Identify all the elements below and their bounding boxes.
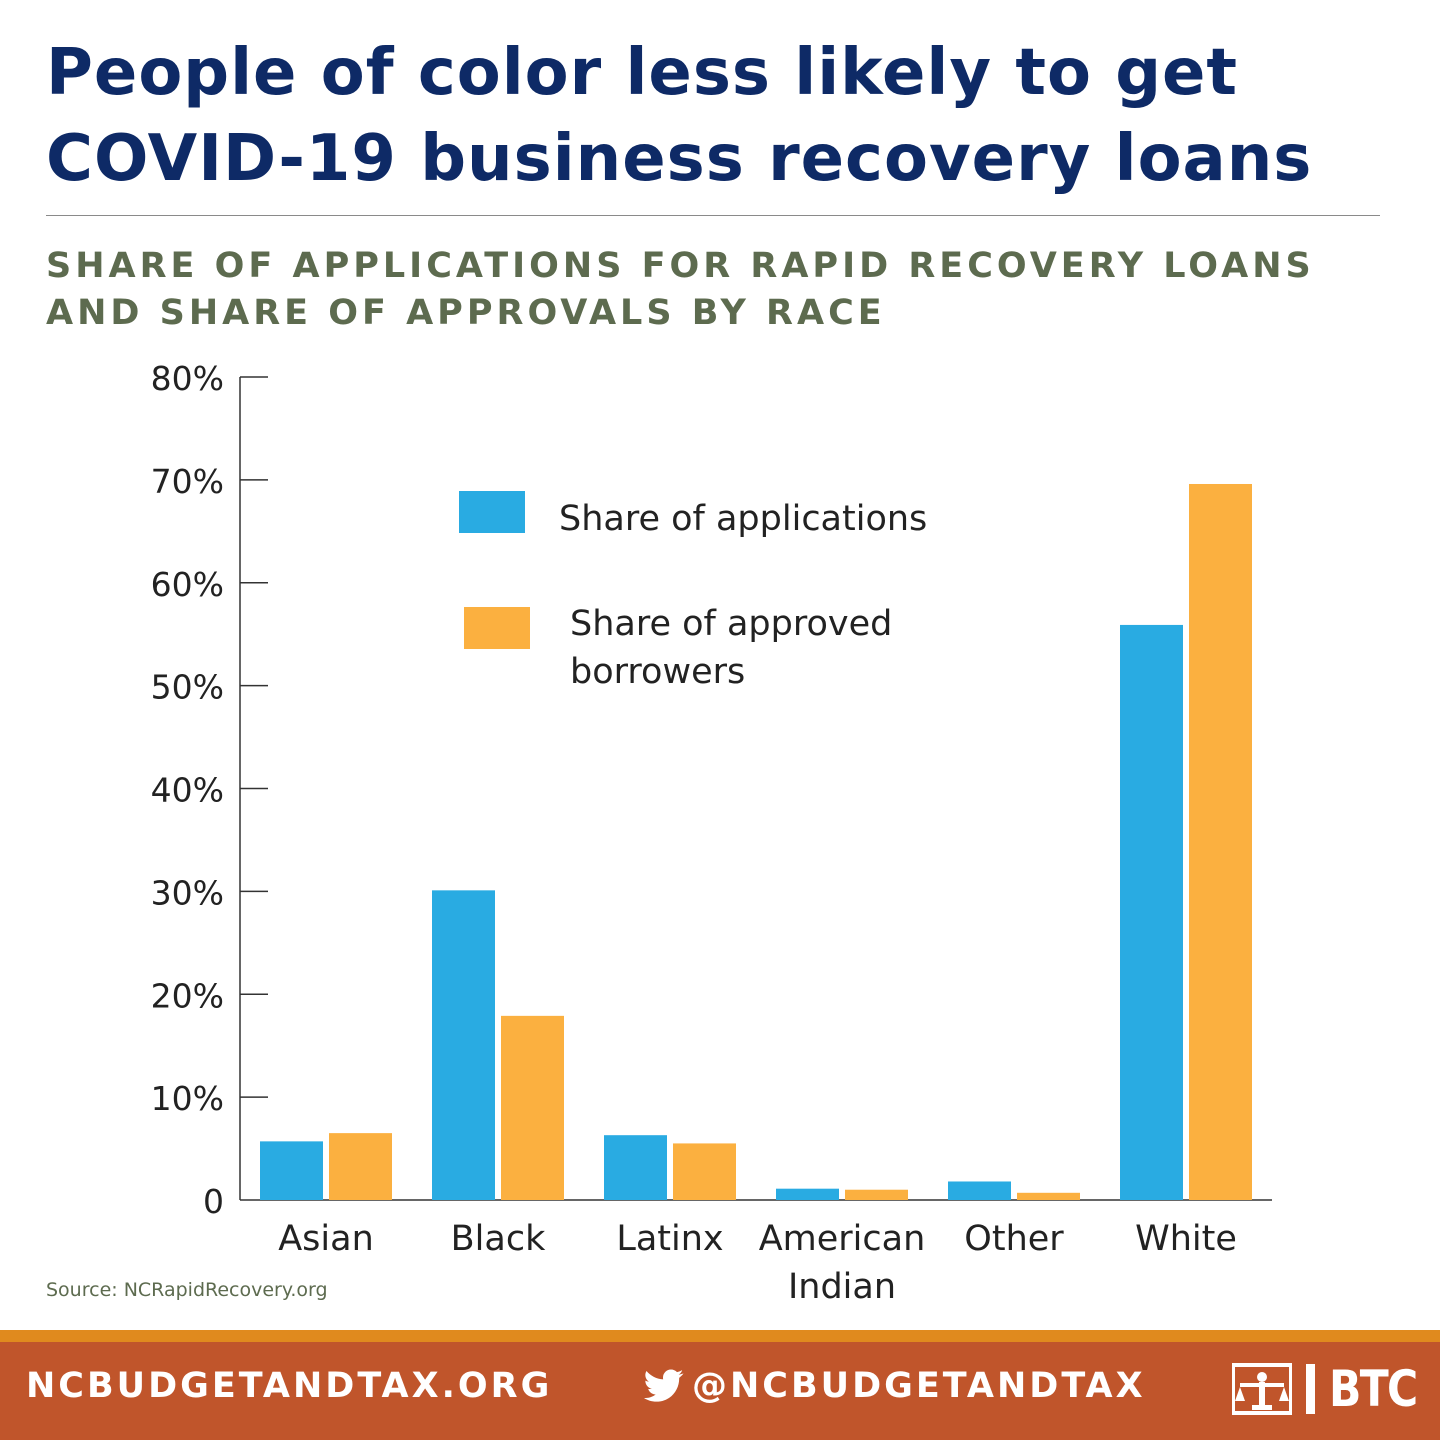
footer-website[interactable]: NCBUDGETANDTAX.ORG xyxy=(26,1366,553,1406)
bar-chart: 0 10% 20% 30% 40% 50% 60% 70% 80% Asian Black Latin… xyxy=(151,359,1272,1307)
x-tick-label: Other xyxy=(964,1219,1064,1259)
legend-label: Share of approved xyxy=(570,604,892,644)
bar-american-indian-applications xyxy=(776,1188,839,1200)
twitter-handle: @NCBUDGETANDTAX xyxy=(692,1366,1146,1406)
y-tick-label: 60% xyxy=(151,565,224,604)
twitter-bird-icon xyxy=(644,1369,684,1402)
y-tick-label: 0 xyxy=(203,1182,224,1221)
logo-divider xyxy=(1306,1364,1315,1414)
footer-twitter[interactable]: @NCBUDGETANDTAX xyxy=(644,1366,1146,1406)
title-divider xyxy=(46,215,1380,216)
x-tick-label: Latinx xyxy=(616,1219,723,1259)
bar-asian-approved xyxy=(329,1133,392,1200)
legend-swatch xyxy=(459,491,525,533)
bar-black-approved xyxy=(501,1015,564,1200)
legend-label: Share of applications xyxy=(559,499,927,539)
bar-other-applications xyxy=(948,1181,1011,1200)
bar-american-indian-approved xyxy=(845,1189,908,1200)
y-tick-label: 20% xyxy=(151,976,224,1015)
bar-latinx-applications xyxy=(604,1135,667,1200)
source-note: Source: NCRapidRecovery.org xyxy=(46,1279,328,1301)
x-tick-label: Indian xyxy=(788,1267,896,1307)
bar-other-approved xyxy=(1017,1192,1080,1200)
x-tick-label: Black xyxy=(451,1219,546,1259)
y-tick-label: 40% xyxy=(151,771,224,810)
x-tick-label: White xyxy=(1135,1219,1237,1259)
y-tick-label: 50% xyxy=(151,668,224,707)
bar-white-applications xyxy=(1120,624,1183,1200)
logo-text: BTC xyxy=(1329,1360,1418,1418)
scales-logo-icon xyxy=(1232,1363,1292,1415)
legend-label: borrowers xyxy=(570,652,745,692)
legend-swatch xyxy=(464,607,530,649)
chart-subtitle: SHARE OF APPLICATIONS FOR RAPID RECOVERY… xyxy=(46,246,1315,333)
y-tick-label: 30% xyxy=(151,873,224,912)
x-tick-label: American xyxy=(759,1219,926,1259)
bar-white-approved xyxy=(1189,483,1252,1200)
chart-title: People of color less likely to get COVID… xyxy=(46,36,1313,196)
bar-latinx-approved xyxy=(673,1143,736,1200)
footer-bar: NCBUDGETANDTAX.ORG @NCBUDGETANDTAX BTC xyxy=(0,1342,1440,1440)
btc-logo[interactable]: BTC xyxy=(1232,1360,1432,1418)
y-tick-label: 80% xyxy=(151,359,224,398)
bar-black-applications xyxy=(432,890,495,1200)
y-tick-label: 70% xyxy=(151,462,224,501)
footer-stripe xyxy=(0,1330,1440,1342)
y-tick-label: 10% xyxy=(151,1079,224,1118)
x-tick-label: Asian xyxy=(278,1219,374,1259)
bar-asian-applications xyxy=(260,1141,323,1200)
